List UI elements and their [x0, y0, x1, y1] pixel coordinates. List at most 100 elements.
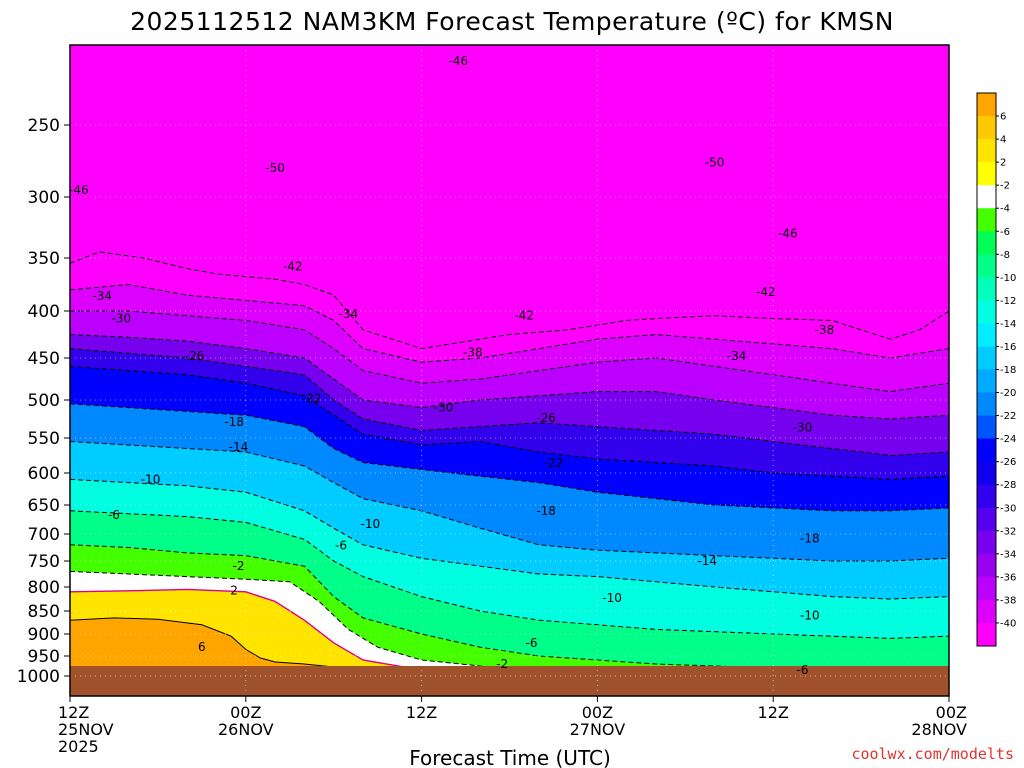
x-tick-label: 2025: [58, 737, 99, 756]
colorbar-swatch: [977, 599, 996, 624]
plot-area: -46 -50 -46 -50 -46 -42 -42 -42 -34 -34 -34 -38 -38 -…: [70, 45, 949, 696]
x-tick-label: 28NOV: [911, 720, 967, 739]
colorbar-swatch: [977, 231, 996, 255]
y-tick-label: 600: [28, 464, 60, 484]
colorbar-swatch: [977, 277, 996, 301]
x-tick-label: 12Z: [58, 703, 89, 722]
contour-label: -18: [800, 531, 820, 545]
temperature-bands: [70, 251, 949, 696]
x-tick-label: 25NOV: [58, 720, 114, 739]
contour-labels: -46 -50 -46 -50 -46 -42 -42 -42 -34 -34 -34 -38 -38 -…: [70, 54, 834, 677]
contour-label: -34: [92, 289, 112, 303]
contour-line: [70, 441, 949, 562]
contour-label: -34: [339, 307, 359, 321]
y-tick-label: 450: [28, 349, 60, 369]
y-tick-label: 1000: [17, 667, 60, 687]
contour-label: -50: [705, 155, 725, 169]
colorbar-swatch: [977, 553, 996, 578]
contour-label: -46: [778, 227, 798, 241]
contour-label: -38: [463, 345, 483, 359]
contour-label: -30: [793, 420, 813, 434]
y-tick-label: 550: [28, 429, 60, 449]
y-tick-label: 300: [28, 188, 60, 208]
colorbar-label: 4: [1000, 135, 1006, 146]
x-tick-label: 12Z: [406, 703, 437, 722]
colorbar-swatch: [977, 461, 996, 486]
colorbar-swatch: [977, 162, 996, 186]
colorbar-swatch: [977, 369, 996, 394]
contour-label: -10: [141, 472, 161, 486]
contour-label: -6: [335, 538, 347, 552]
colorbar-label: -38: [1000, 595, 1016, 606]
colorbar-label: 2: [1000, 158, 1006, 169]
contour-label: -22: [544, 456, 564, 470]
colorbar-label: -20: [1000, 388, 1016, 399]
contour-label: -2: [232, 559, 244, 573]
y-axis: 250 300 350 400 450 500 550 600 650 700 750 800 850 9…: [17, 116, 70, 687]
colorbar-swatch: [977, 415, 996, 440]
y-tick-label: 350: [28, 249, 60, 269]
y-tick-label: 950: [28, 647, 60, 667]
contour-label: -50: [265, 161, 285, 175]
contour-label: -30: [434, 401, 454, 415]
colorbar-label: -24: [1000, 434, 1016, 445]
ground-layer: [70, 666, 949, 696]
x-tick-label: 00Z: [230, 703, 261, 722]
colorbar-swatch: [977, 507, 996, 532]
contour-label: -26: [185, 349, 205, 363]
colorbar-swatch: [977, 576, 996, 601]
contour-label: -14: [697, 554, 717, 568]
contour-line: [70, 365, 949, 480]
contour-label: -10: [602, 591, 622, 605]
contour-label: -6: [525, 636, 537, 650]
contour-label: -2: [496, 657, 508, 671]
contour-label: -42: [283, 259, 303, 273]
colorbar-swatch: [977, 323, 996, 347]
ground-fill: [70, 666, 949, 696]
contour-label: -22: [302, 391, 322, 405]
y-tick-label: 800: [28, 578, 60, 598]
contour-label: -10: [361, 517, 381, 531]
y-tick-label: 750: [28, 552, 60, 572]
colorbar-label: -10: [1000, 273, 1016, 284]
contour-line: [70, 510, 949, 639]
colorbar-label: -36: [1000, 572, 1016, 583]
contour-label: -26: [536, 411, 556, 425]
x-tick-label: 12Z: [758, 703, 789, 722]
colorbar-swatch: [977, 185, 996, 209]
colorbar-label: -8: [1000, 250, 1010, 261]
colorbar-swatch: [977, 438, 996, 463]
colorbar-label: -14: [1000, 319, 1016, 330]
contour-line: [70, 310, 949, 393]
plot-frame: [69, 44, 950, 697]
colorbar-label: -4: [1000, 204, 1010, 215]
chart-title: 2025112512 NAM3KM Forecast Temperature (…: [130, 7, 894, 36]
contour-label: -14: [229, 440, 249, 454]
contour-label: -42: [514, 309, 534, 323]
colorbar-swatch: [977, 93, 996, 117]
colorbar-label: -34: [1000, 549, 1016, 560]
colorbar-label: -30: [1000, 503, 1016, 514]
colorbar-label: -2: [1000, 181, 1010, 192]
colorbar-swatch: [977, 208, 996, 232]
colorbar-label: -32: [1000, 526, 1016, 537]
y-tick-label: 500: [28, 391, 60, 411]
colorbar-label: -6: [1000, 227, 1010, 238]
colorbar-swatch: [977, 484, 996, 509]
contour-label: -6: [797, 663, 809, 677]
y-tick-label: 650: [28, 496, 60, 516]
x-tick-label: 26NOV: [218, 720, 274, 739]
contour-line: [70, 403, 949, 512]
x-axis-label: Forecast Time (UTC): [409, 746, 611, 768]
contour-line: [70, 570, 949, 683]
colorbar-swatch: [977, 139, 996, 163]
contour-label: -18: [536, 504, 556, 518]
contour-label: -34: [727, 349, 747, 363]
contour-label: -10: [800, 609, 820, 623]
y-tick-label: 400: [28, 302, 60, 322]
colorbar-label: -18: [1000, 365, 1016, 376]
colorbar-label: -16: [1000, 342, 1016, 353]
y-tick-label: 850: [28, 602, 60, 622]
colorbar-swatch: [977, 300, 996, 324]
